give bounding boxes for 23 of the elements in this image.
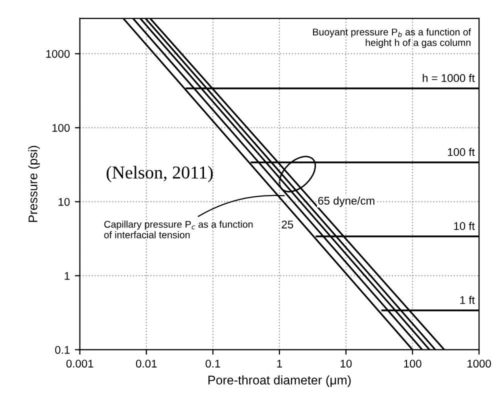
- annotation: 100 ft: [448, 148, 475, 156]
- annotation: Buoyant pressure P$_{b}$ as a function of height h of a gas column: [313, 28, 472, 48]
- x-tick-label: 0.001: [66, 360, 94, 368]
- annotation: 1 ft: [460, 296, 475, 304]
- x-tick-label: 1: [277, 360, 282, 368]
- annotation: 65 dyne/cm: [318, 196, 374, 207]
- annotation: 10 ft: [454, 222, 475, 230]
- x-tick-label: 0.1: [206, 360, 220, 368]
- annotation: 25: [282, 220, 294, 228]
- y-tick-label: 0.1: [55, 346, 70, 354]
- y-tick-label: 100: [52, 124, 70, 132]
- y-axis-title: Pressure (psi): [28, 146, 40, 222]
- x-tick-label: 100: [404, 360, 422, 368]
- x-tick-label: 0.01: [136, 360, 157, 368]
- x-tick-label: 1000: [468, 360, 491, 368]
- annotation: (Nelson, 2011): [106, 166, 213, 182]
- y-tick-label: 10: [58, 198, 70, 206]
- x-axis-title: Pore-throat diameter (μm): [208, 375, 351, 387]
- annotation: Capillary pressure P$_{c}$ as a function of interfacial tension: [104, 220, 253, 238]
- x-tick-label: 10: [340, 360, 352, 368]
- y-tick-label: 1000: [46, 50, 70, 58]
- y-tick-label: 1: [64, 272, 70, 280]
- annotation: h = 1000 ft: [422, 74, 475, 82]
